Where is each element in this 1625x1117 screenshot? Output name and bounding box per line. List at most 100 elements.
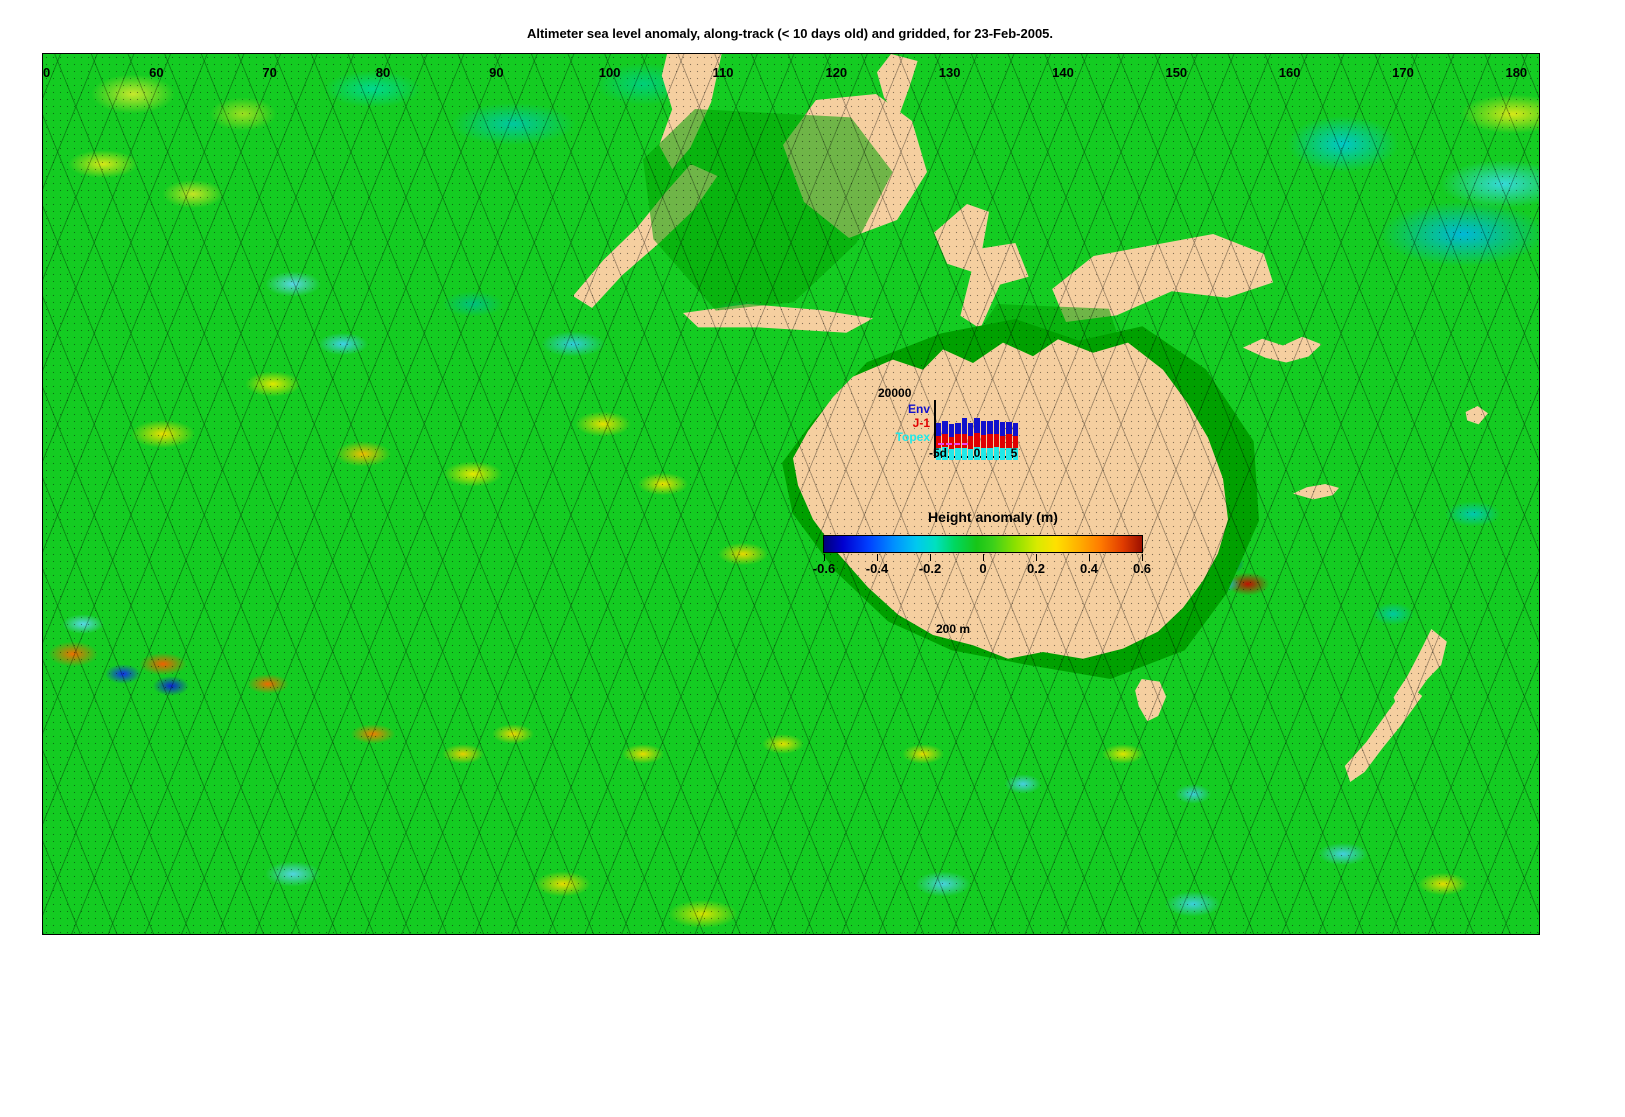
land-fiji <box>1465 406 1488 425</box>
map-plot-area: 20000 Env J-1 Topex -5d 0 5 Height anoma… <box>42 53 1540 935</box>
x-tick-mark <box>270 934 271 935</box>
x-tick-mark <box>1290 934 1291 935</box>
inset-bar-segment <box>980 434 987 448</box>
x-tick-mark <box>383 934 384 935</box>
inset-bar-segment <box>1006 447 1012 460</box>
x-tick-label: 150 <box>1165 65 1188 80</box>
legend-topex: Topex <box>895 430 930 444</box>
colorbar-tick-label: -0.4 <box>865 561 889 576</box>
inset-bar <box>967 423 974 460</box>
colorbar-tick-label: 0 <box>979 561 987 576</box>
inset-bar-segment <box>1012 448 1019 460</box>
x-tick-label: 120 <box>825 65 848 80</box>
colorbar-tick-label: 0.4 <box>1079 561 1099 576</box>
colorbar-tick-label: -0.6 <box>812 561 836 576</box>
inset-bar-segment <box>1012 423 1019 437</box>
x-tick-label: 180 <box>1505 65 1528 80</box>
inset-bar-segment <box>961 433 967 449</box>
y-tick-mark <box>42 431 43 432</box>
y-tick-mark <box>42 557 43 558</box>
colorbar-tick-mark <box>877 554 878 561</box>
x-tick-label: 100 <box>598 65 621 80</box>
chart-title: Altimeter sea level anomaly, along-track… <box>526 26 1054 41</box>
inset-bar <box>961 418 967 460</box>
inset-ymax-label: 20000 <box>878 386 912 400</box>
x-tick-mark <box>723 934 724 935</box>
inset-bar-segment <box>993 419 999 434</box>
inset-bar-segment <box>974 432 980 447</box>
inset-bar-segment <box>1006 421 1012 435</box>
x-tick-mark <box>950 934 951 935</box>
x-tick-label: 160 <box>1278 65 1301 80</box>
inset-bars <box>936 418 1019 460</box>
x-tick-label: 90 <box>489 65 504 80</box>
x-tick-mark <box>610 934 611 935</box>
inset-bar-segment <box>936 423 942 437</box>
x-tick-mark <box>43 934 44 935</box>
inset-bar-segment <box>955 447 961 460</box>
colorbar-tick-mark <box>1142 554 1143 561</box>
inset-bar-segment <box>999 448 1006 460</box>
inset-bar-segment <box>974 418 980 433</box>
inset-bar-segment <box>967 436 974 449</box>
inset-bar-segment <box>1012 436 1019 449</box>
x-tick-label: 80 <box>375 65 391 80</box>
colorbar-tick-label: 0.6 <box>1132 561 1152 576</box>
inset-bar-segment <box>948 436 955 449</box>
x-tick-label: 70 <box>262 65 277 80</box>
inset-bar-segment <box>936 448 942 460</box>
inset-bar-segment <box>980 421 987 435</box>
inset-bar-segment <box>1006 434 1012 448</box>
inset-histogram: 20000 Env J-1 Topex -5d 0 5 <box>878 386 1019 476</box>
x-tick-mark <box>1063 934 1064 935</box>
inset-bar-segment <box>993 433 999 448</box>
inset-bar-segment <box>999 422 1006 436</box>
x-tick-mark <box>156 934 157 935</box>
inset-bar-segment <box>936 436 942 449</box>
inset-bar-segment <box>948 448 955 460</box>
colorbar-tick-label: 0.2 <box>1026 561 1046 576</box>
inset-bar <box>1012 423 1019 460</box>
inset-bar-segment <box>974 446 980 460</box>
x-tick-label: 60 <box>149 65 164 80</box>
inset-bar-segment <box>942 447 948 460</box>
inset-bar <box>999 422 1006 460</box>
legend-j1: J-1 <box>912 416 930 430</box>
x-tick-mark <box>1176 934 1177 935</box>
inset-bar-segment <box>967 423 974 437</box>
y-tick-mark <box>42 683 43 684</box>
x-tick-label: 140 <box>1052 65 1074 80</box>
x-tick-label: 50 <box>42 65 51 80</box>
inset-bar <box>955 422 961 460</box>
x-tick-mark <box>496 934 497 935</box>
colorbar-tick-mark <box>983 554 984 561</box>
colorbar-gradient: -0.6 -0.4 -0.2 0 0.2 0.4 0.6 <box>813 535 1151 576</box>
inset-xtick-1: 0 <box>973 446 981 460</box>
x-tick-mark <box>836 934 837 935</box>
colorbar: Height anomaly (m) -0.6 -0.4 -0.2 0 0.2 0.4 0.… <box>783 509 1183 576</box>
legend-env: Env <box>907 402 930 416</box>
along-track-samples <box>43 54 1539 934</box>
inset-bar-segment <box>980 447 987 460</box>
y-tick-mark <box>42 305 43 306</box>
colorbar-tick-label: -0.2 <box>918 561 942 576</box>
x-tick-label: 130 <box>938 65 961 80</box>
x-tick-mark <box>1403 934 1404 935</box>
inset-bar <box>948 423 955 460</box>
inset-bar <box>987 421 993 460</box>
inset-bar-segment <box>955 422 961 435</box>
x-tick-label: 110 <box>712 65 734 80</box>
colorbar-tick-mark <box>930 554 931 561</box>
colorbar-tick-mark <box>824 554 825 561</box>
inset-bar-segment <box>967 448 974 460</box>
colorbar-tick-mark <box>1036 554 1037 561</box>
altimeter-ground-tracks <box>43 54 1539 934</box>
depth-contour-label: 200 m <box>936 622 971 636</box>
inset-bar-segment <box>942 421 948 434</box>
inset-dashed-marker <box>938 443 968 445</box>
inset-bar <box>942 421 948 460</box>
inset-bar-segment <box>987 421 993 435</box>
inset-xtick-0: -5d <box>929 446 947 460</box>
x-tick-mark <box>1516 934 1517 935</box>
colorbar-title: Height anomaly (m) <box>928 509 1058 525</box>
